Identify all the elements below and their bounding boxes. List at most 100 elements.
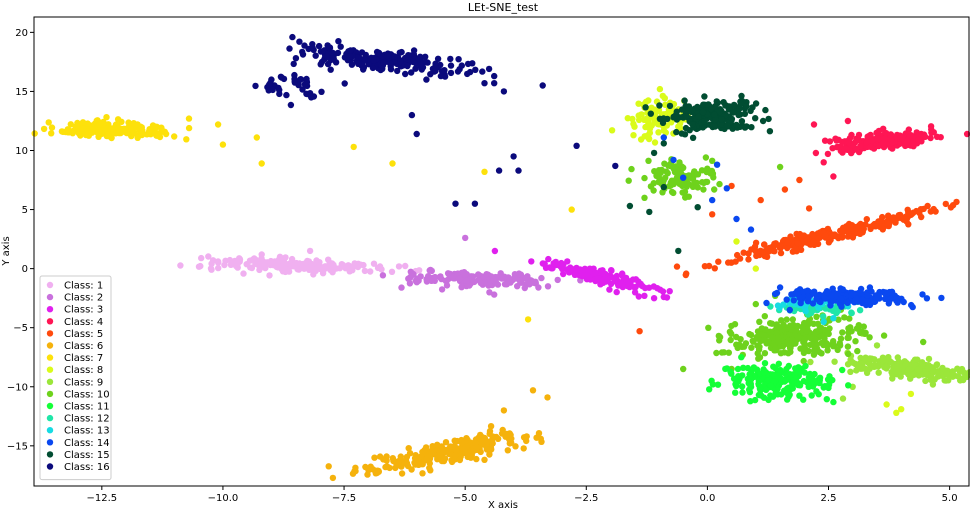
data-point bbox=[844, 233, 852, 240]
data-point bbox=[481, 168, 488, 175]
data-point bbox=[573, 142, 580, 149]
data-point bbox=[942, 200, 949, 208]
data-point bbox=[520, 445, 527, 452]
data-point bbox=[770, 363, 777, 370]
data-point bbox=[830, 173, 837, 180]
data-point bbox=[905, 221, 912, 228]
data-point bbox=[613, 288, 620, 296]
data-point bbox=[801, 369, 808, 376]
data-point bbox=[469, 273, 477, 280]
data-point bbox=[839, 366, 846, 374]
data-point bbox=[306, 247, 314, 255]
data-point bbox=[234, 264, 241, 271]
data-point bbox=[868, 137, 876, 144]
data-point bbox=[740, 364, 747, 371]
data-point bbox=[266, 272, 273, 279]
data-point bbox=[852, 338, 859, 345]
series-14-points bbox=[660, 134, 945, 314]
data-point bbox=[394, 67, 401, 75]
data-point bbox=[802, 362, 809, 370]
data-point bbox=[666, 102, 674, 110]
data-point bbox=[428, 450, 435, 458]
data-point bbox=[395, 263, 403, 270]
data-point bbox=[813, 295, 820, 303]
data-point bbox=[814, 320, 822, 327]
data-point bbox=[681, 97, 688, 104]
data-point bbox=[913, 129, 920, 136]
y-tick-label: −10 bbox=[7, 382, 28, 393]
legend-marker bbox=[46, 451, 54, 458]
legend-label: Class: 11 bbox=[64, 402, 110, 413]
data-point bbox=[401, 460, 408, 467]
data-point bbox=[278, 74, 285, 81]
data-point bbox=[806, 370, 814, 378]
data-point bbox=[909, 303, 916, 311]
data-point bbox=[494, 281, 502, 288]
data-point bbox=[151, 130, 158, 137]
data-point bbox=[678, 182, 686, 189]
data-point bbox=[863, 139, 871, 146]
data-point bbox=[360, 261, 367, 269]
data-point bbox=[449, 273, 457, 281]
data-point bbox=[644, 132, 652, 139]
data-point bbox=[319, 264, 326, 272]
data-point bbox=[880, 332, 888, 339]
data-point bbox=[856, 360, 863, 367]
data-point bbox=[812, 149, 820, 157]
data-point bbox=[752, 300, 759, 308]
data-point bbox=[848, 309, 855, 316]
data-point bbox=[471, 278, 478, 286]
legend-marker bbox=[46, 463, 54, 470]
data-point bbox=[765, 377, 772, 384]
data-point bbox=[243, 261, 250, 268]
data-point bbox=[702, 154, 710, 161]
data-point bbox=[647, 110, 654, 117]
data-point bbox=[898, 406, 905, 413]
data-point bbox=[31, 130, 38, 137]
data-point bbox=[515, 270, 523, 277]
data-point bbox=[486, 451, 493, 458]
data-point bbox=[59, 128, 67, 135]
data-point bbox=[462, 234, 469, 242]
data-point bbox=[824, 327, 832, 334]
data-point bbox=[853, 297, 861, 304]
data-point bbox=[879, 357, 887, 364]
data-point bbox=[325, 256, 332, 263]
data-point bbox=[789, 316, 796, 323]
data-point bbox=[650, 149, 658, 157]
data-point bbox=[776, 163, 784, 171]
data-point bbox=[786, 306, 793, 314]
data-point bbox=[866, 284, 874, 291]
data-point bbox=[784, 396, 791, 403]
data-point bbox=[348, 61, 356, 68]
data-point bbox=[424, 59, 431, 66]
data-point bbox=[719, 121, 726, 128]
legend-marker bbox=[46, 330, 54, 337]
data-point bbox=[776, 284, 784, 291]
data-point bbox=[813, 313, 820, 320]
data-point bbox=[841, 314, 848, 321]
data-point bbox=[876, 218, 883, 226]
data-point bbox=[84, 120, 91, 127]
data-point bbox=[252, 82, 259, 90]
data-point bbox=[844, 361, 852, 368]
data-point bbox=[215, 264, 222, 272]
data-point bbox=[705, 324, 712, 331]
data-point bbox=[848, 149, 855, 157]
data-point bbox=[447, 55, 454, 63]
data-point bbox=[929, 381, 937, 388]
data-point bbox=[757, 247, 764, 254]
data-point bbox=[756, 385, 764, 392]
data-point bbox=[839, 227, 846, 234]
data-point bbox=[67, 121, 75, 128]
x-tick-label: −2.5 bbox=[574, 493, 598, 504]
data-point bbox=[774, 385, 781, 393]
data-point bbox=[845, 382, 852, 389]
data-point bbox=[661, 95, 668, 102]
data-point bbox=[904, 206, 911, 213]
data-point bbox=[902, 213, 910, 220]
data-point bbox=[309, 44, 316, 51]
data-point bbox=[657, 179, 664, 186]
data-point bbox=[829, 285, 836, 292]
data-point bbox=[487, 423, 495, 430]
